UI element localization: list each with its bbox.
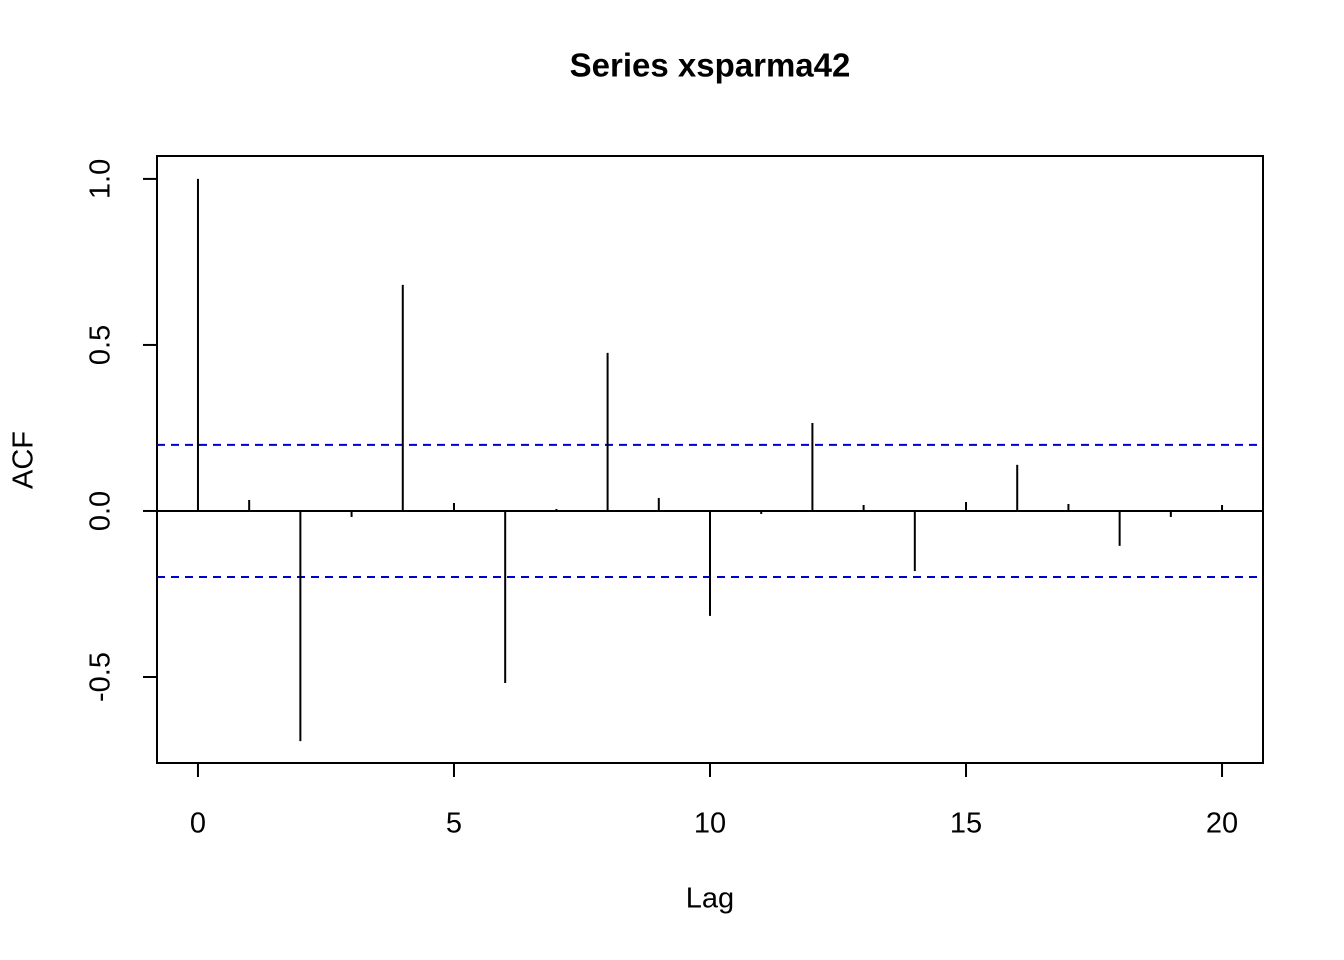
y-tick-label: -0.5: [85, 652, 117, 702]
y-tick-label: 1.0: [85, 159, 117, 199]
chart-title: Series xsparma42: [570, 47, 851, 84]
y-tick-label: 0.0: [85, 491, 117, 531]
x-tick-label: 5: [446, 808, 462, 840]
x-axis-label: Lag: [686, 883, 734, 915]
x-tick-label: 0: [190, 808, 206, 840]
y-axis-label: ACF: [8, 431, 40, 489]
y-tick-label: 0.5: [85, 325, 117, 365]
plot-frame: [156, 155, 1264, 764]
x-tick-label: 15: [950, 808, 982, 840]
x-tick-label: 20: [1206, 808, 1238, 840]
x-tick-label: 10: [694, 808, 726, 840]
